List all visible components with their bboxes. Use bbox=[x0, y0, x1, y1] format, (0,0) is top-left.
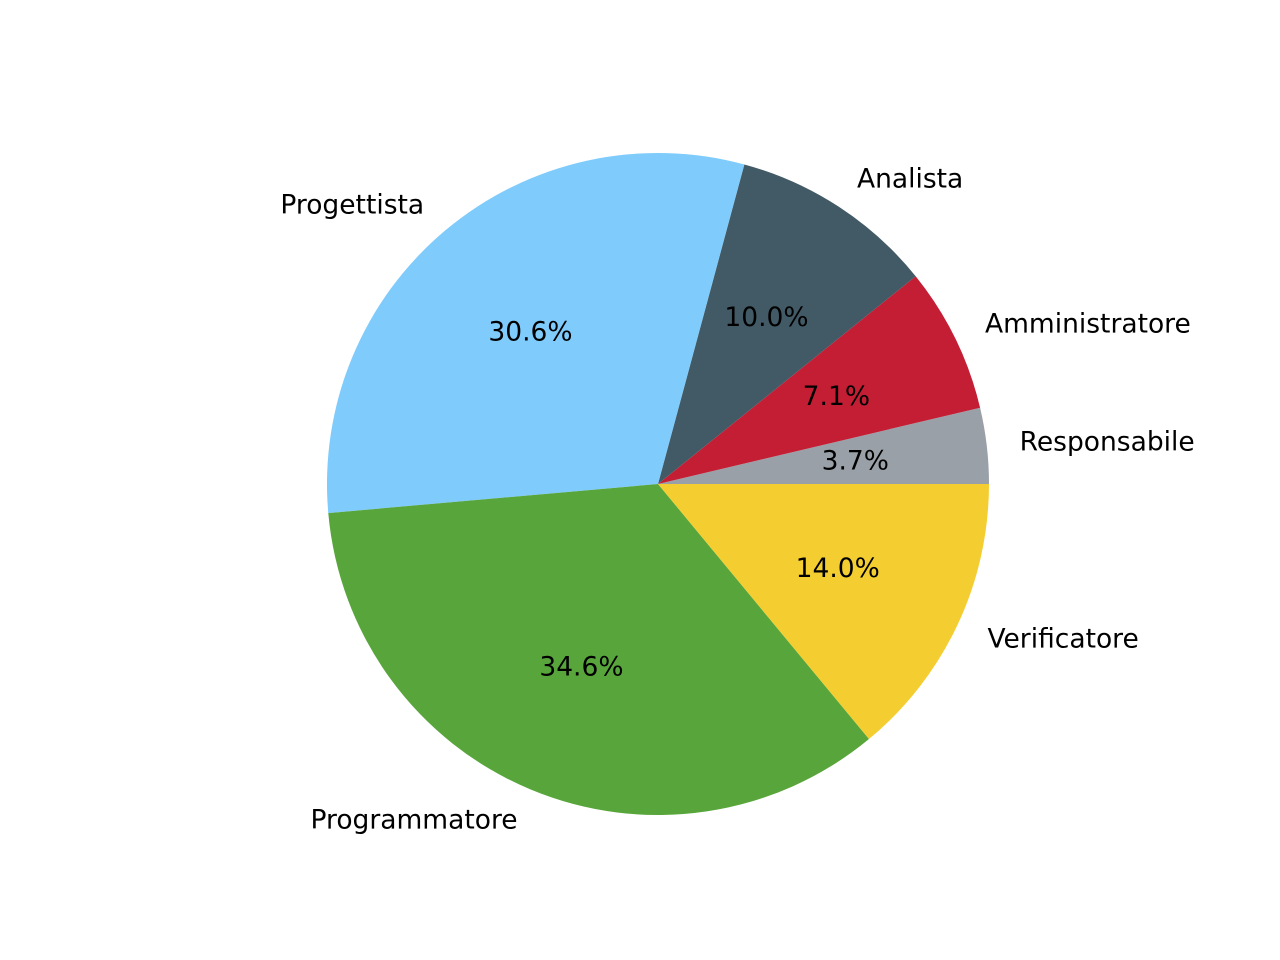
pie-slices bbox=[327, 152, 989, 815]
slice-label-analista: Analista bbox=[857, 164, 963, 195]
pie-slice-amministratore bbox=[658, 276, 981, 484]
slice-label-amministratore: Amministratore bbox=[985, 308, 1191, 339]
pie-slice-verificatore bbox=[658, 484, 989, 740]
pct-label-verificatore: 14.0% bbox=[796, 553, 880, 584]
slice-label-responsabile: Responsabile bbox=[1020, 426, 1195, 457]
pct-label-programmatore: 34.6% bbox=[539, 652, 623, 683]
pct-label-responsabile: 3.7% bbox=[822, 445, 889, 476]
pie-slice-analista bbox=[658, 164, 916, 484]
pct-label-progettista: 30.6% bbox=[488, 316, 572, 347]
pct-label-amministratore: 7.1% bbox=[803, 381, 870, 412]
pct-label-analista: 10.0% bbox=[724, 302, 808, 333]
slice-label-verificatore: Verificatore bbox=[987, 624, 1138, 655]
pie-slice-progettista bbox=[327, 152, 745, 514]
percentage-labels: 3.7% 7.1% 10.0% 30.6% 34.6% 14.0% bbox=[488, 302, 889, 683]
pie-slice-programmatore bbox=[328, 484, 869, 815]
pie-slice-responsabile bbox=[658, 407, 989, 484]
slice-label-programmatore: Programmatore bbox=[311, 804, 518, 835]
slice-label-progettista: Progettista bbox=[280, 189, 424, 220]
category-labels: Responsabile Amministratore Analista Proget… bbox=[280, 164, 1194, 836]
